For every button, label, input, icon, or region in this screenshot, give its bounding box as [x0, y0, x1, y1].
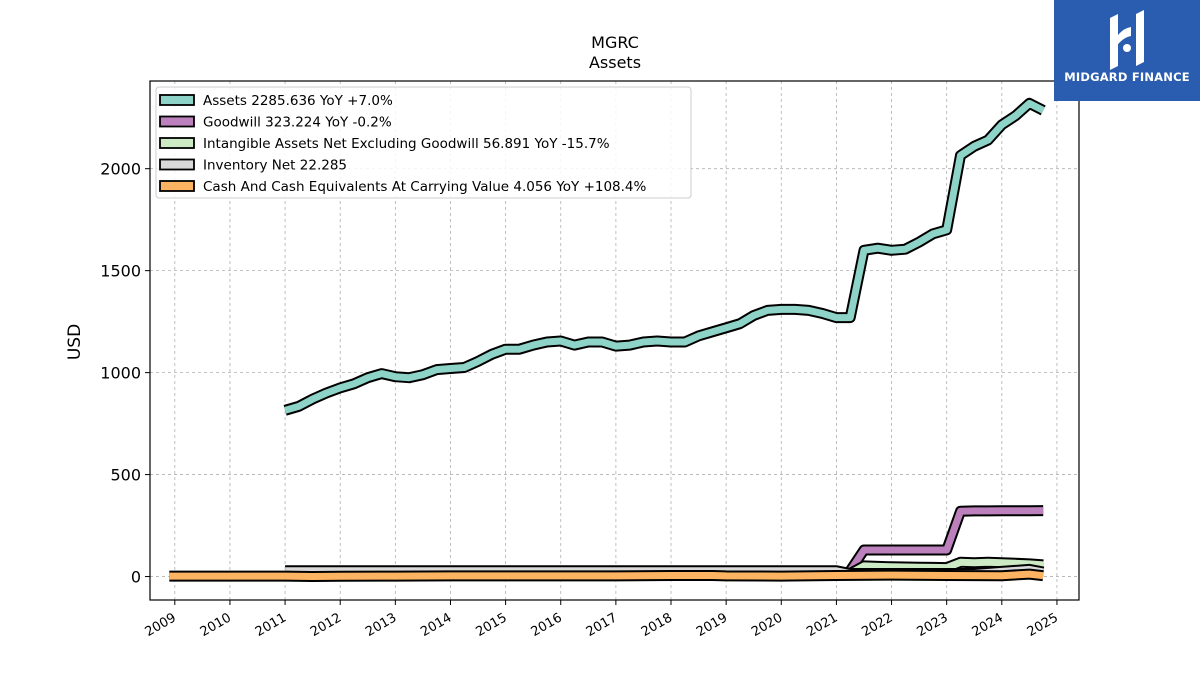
legend-swatch: [159, 180, 195, 192]
y-tick-label: 500: [110, 466, 141, 485]
legend-label: Intangible Assets Net Excluding Goodwill…: [203, 136, 610, 152]
x-tick-label: 2018: [639, 610, 675, 640]
series-line-2: [848, 558, 1044, 577]
y-tick-label: 1000: [100, 364, 141, 383]
y-axis-label: USD: [65, 324, 85, 360]
legend-swatch: [159, 115, 195, 128]
y-tick-label: 0: [131, 568, 141, 587]
x-tick-label: 2024: [970, 610, 1006, 640]
x-tick-label: 2025: [1025, 610, 1061, 640]
legend-label: Cash And Cash Equivalents At Carrying Va…: [203, 179, 647, 195]
legend-label: Assets 2285.636 YoY +7.0%: [203, 93, 393, 109]
x-tick-label: 2010: [198, 610, 234, 640]
x-tick-label: 2017: [584, 610, 620, 640]
legend-swatch: [159, 137, 195, 149]
x-tick-label: 2012: [308, 610, 344, 640]
legend-box: [155, 86, 692, 199]
x-tick-label: 2023: [915, 610, 951, 640]
x-tick-label: 2020: [749, 610, 785, 640]
brand-logo: MIDGARD FINANCE: [1054, 0, 1200, 101]
plot-frame: [149, 80, 1080, 601]
x-tick-label: 2022: [859, 610, 895, 640]
legend: Assets 2285.636 YoY +7.0% Goodwill 323.22…: [155, 86, 692, 199]
x-tick-label: 2016: [529, 610, 565, 640]
series-layer: [169, 97, 1046, 582]
y-axis: 0 500 1000 1500 2000: [100, 160, 150, 587]
series-line-0: [284, 99, 1045, 414]
x-tick-label: 2009: [143, 610, 179, 640]
series-line-4: [169, 570, 1044, 580]
brand-logo-text: MIDGARD FINANCE: [1064, 70, 1190, 84]
legend-label: Inventory Net 22.285: [203, 158, 347, 174]
x-tick-label: 2019: [694, 610, 730, 640]
chart-title: MGRC: [591, 33, 639, 52]
legend-swatch: [159, 94, 195, 106]
legend-label: Goodwill 323.224 YoY -0.2%: [203, 115, 392, 131]
legend-swatch: [159, 158, 195, 171]
x-tick-label: 2015: [473, 610, 509, 640]
x-tick-label: 2011: [253, 610, 289, 640]
x-tick-label: 2021: [804, 610, 840, 640]
series-line-1: [847, 507, 1044, 573]
y-tick-label: 1500: [100, 262, 141, 281]
y-tick-label: 2000: [100, 160, 141, 179]
chart-subtitle: Assets: [589, 53, 641, 72]
x-tick-label: 2013: [363, 610, 399, 640]
x-axis: 2009 2010 2011 2012 2013 2014 2015 2016 2017 2018…: [143, 600, 1061, 640]
x-tick-label: 2014: [418, 610, 454, 640]
midgard-logo-icon: [1110, 10, 1144, 70]
